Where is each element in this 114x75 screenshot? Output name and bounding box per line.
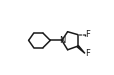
Text: F: F bbox=[84, 49, 89, 58]
Text: N: N bbox=[58, 36, 64, 45]
Text: F: F bbox=[84, 30, 89, 39]
Polygon shape bbox=[76, 46, 84, 53]
